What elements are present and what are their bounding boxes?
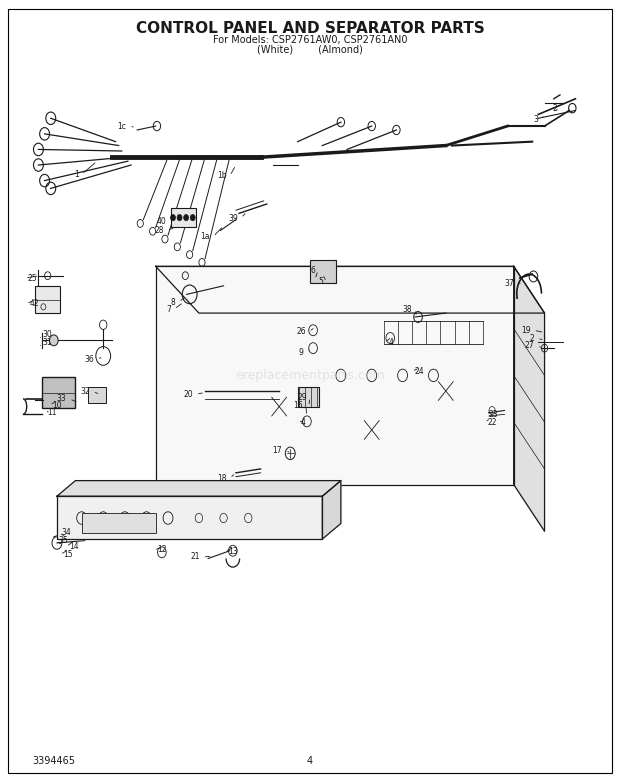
Polygon shape bbox=[322, 481, 341, 539]
Text: 11: 11 bbox=[48, 408, 57, 418]
Text: 19: 19 bbox=[521, 326, 530, 335]
Polygon shape bbox=[57, 497, 322, 539]
Polygon shape bbox=[57, 481, 341, 497]
Text: 20: 20 bbox=[183, 389, 193, 399]
Text: 4: 4 bbox=[301, 418, 306, 427]
Bar bbox=[298, 387, 319, 407]
Text: 18: 18 bbox=[217, 474, 227, 482]
Bar bbox=[35, 285, 60, 313]
Text: 3394465: 3394465 bbox=[32, 756, 75, 766]
Circle shape bbox=[170, 214, 175, 221]
Text: 42: 42 bbox=[29, 300, 39, 308]
Text: 28: 28 bbox=[154, 226, 164, 235]
Circle shape bbox=[184, 214, 188, 221]
Text: 34: 34 bbox=[62, 529, 72, 537]
Text: 40: 40 bbox=[157, 217, 167, 226]
Text: 15: 15 bbox=[63, 550, 73, 559]
Text: 16: 16 bbox=[293, 400, 303, 410]
Text: 8: 8 bbox=[170, 298, 175, 307]
Text: 5: 5 bbox=[319, 278, 324, 286]
Text: 4: 4 bbox=[307, 756, 313, 766]
Bar bbox=[310, 260, 336, 283]
Text: 26: 26 bbox=[296, 328, 306, 336]
Text: 31: 31 bbox=[43, 338, 52, 347]
Text: 2: 2 bbox=[529, 333, 534, 343]
Text: 30: 30 bbox=[43, 331, 53, 339]
Text: 2: 2 bbox=[552, 105, 557, 113]
Circle shape bbox=[177, 214, 182, 221]
Polygon shape bbox=[156, 267, 514, 485]
Polygon shape bbox=[514, 267, 544, 531]
Text: 33: 33 bbox=[56, 394, 66, 404]
Text: 7: 7 bbox=[166, 305, 171, 314]
Text: 3: 3 bbox=[533, 115, 538, 124]
Text: 27: 27 bbox=[525, 341, 534, 350]
Circle shape bbox=[190, 214, 195, 221]
Text: 24: 24 bbox=[415, 367, 425, 376]
Text: CONTROL PANEL AND SEPARATOR PARTS: CONTROL PANEL AND SEPARATOR PARTS bbox=[136, 21, 484, 36]
Bar bbox=[82, 513, 156, 533]
Text: 1c: 1c bbox=[117, 121, 126, 131]
Text: 23: 23 bbox=[489, 410, 498, 419]
Text: (White)        (Almond): (White) (Almond) bbox=[257, 45, 363, 55]
Text: 36: 36 bbox=[84, 355, 94, 364]
Text: 35: 35 bbox=[59, 536, 69, 545]
Text: 1b: 1b bbox=[217, 171, 227, 181]
Text: 22: 22 bbox=[488, 418, 497, 427]
Text: 9: 9 bbox=[299, 347, 304, 357]
Text: 14: 14 bbox=[69, 543, 79, 551]
Text: For Models: CSP2761AW0, CSP2761AN0: For Models: CSP2761AW0, CSP2761AN0 bbox=[213, 35, 407, 45]
Text: 17: 17 bbox=[273, 446, 282, 454]
Text: 1: 1 bbox=[74, 170, 79, 179]
Text: 13: 13 bbox=[228, 547, 237, 556]
Text: 39: 39 bbox=[228, 213, 238, 223]
Text: 12: 12 bbox=[157, 546, 166, 554]
Text: 38: 38 bbox=[402, 305, 412, 314]
Text: 4: 4 bbox=[388, 338, 393, 347]
Text: 25: 25 bbox=[28, 274, 38, 282]
Text: 21: 21 bbox=[190, 552, 200, 561]
Bar bbox=[42, 377, 76, 408]
Text: ereplacementparts.com: ereplacementparts.com bbox=[235, 369, 385, 382]
Text: 10: 10 bbox=[53, 400, 62, 410]
Text: 32: 32 bbox=[80, 386, 90, 396]
Circle shape bbox=[50, 335, 58, 346]
Bar bbox=[171, 208, 196, 228]
Text: 6: 6 bbox=[310, 266, 315, 274]
Text: 37: 37 bbox=[504, 279, 514, 288]
Polygon shape bbox=[156, 267, 544, 313]
Bar bbox=[88, 387, 106, 403]
Text: 1a: 1a bbox=[200, 232, 210, 241]
Text: 29: 29 bbox=[297, 393, 307, 402]
